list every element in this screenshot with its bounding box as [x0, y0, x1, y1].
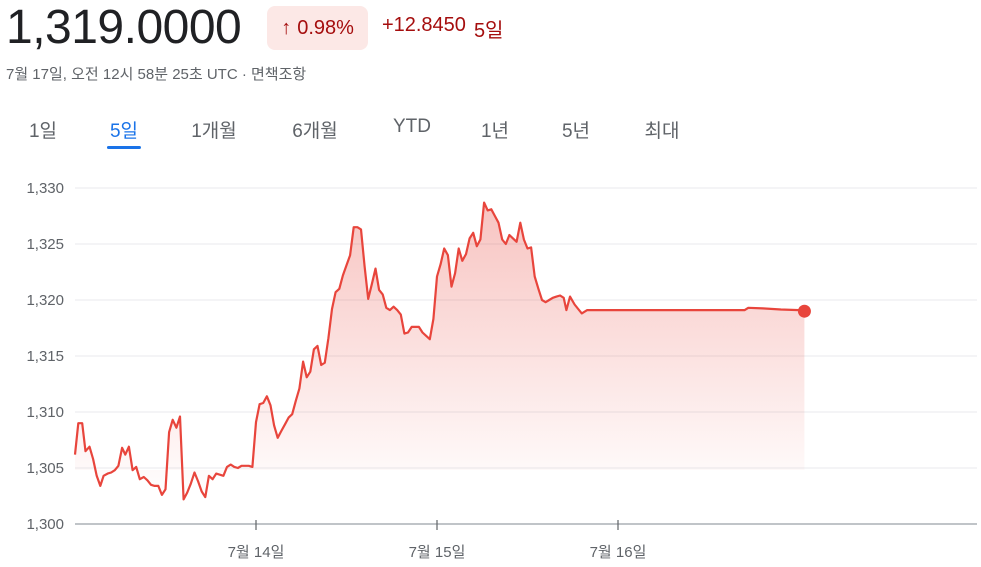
tab-max[interactable]: 최대 [644, 121, 680, 142]
change-absolute: +12.8450 [381, 13, 466, 36]
y-tick-label: 1,325 [26, 236, 64, 253]
x-tick-label: 7월 16일 [590, 544, 647, 561]
y-axis: 1,300 1,305 1,310 1,315 1,320 1,325 1,330 [26, 180, 64, 533]
y-tick-label: 1,300 [26, 516, 64, 533]
tab-1y[interactable]: 1년 [480, 121, 510, 142]
x-tick-label: 7월 15일 [409, 544, 466, 561]
y-tick-label: 1,330 [26, 180, 64, 197]
tab-5d[interactable]: 5일 [106, 116, 142, 149]
price-line [73, 201, 805, 501]
price-area-fill [75, 202, 805, 500]
change-period: 5일 [473, 19, 504, 42]
change-percent-badge: ↑ 0.98% [267, 6, 368, 50]
current-price: 1,319.0000 [6, 1, 242, 54]
timestamp-disclaimer[interactable]: 7월 17일, 오전 12시 58분 25초 UTC · 면책조항 [6, 66, 307, 83]
tab-5y[interactable]: 5년 [561, 121, 591, 142]
tab-ytd[interactable]: YTD [393, 116, 431, 137]
tab-1d[interactable]: 1일 [28, 121, 58, 142]
y-tick-label: 1,315 [26, 348, 64, 365]
x-axis: 7월 14일 7월 15일 7월 16일 [228, 520, 647, 561]
tab-6m[interactable]: 6개월 [292, 121, 338, 142]
change-summary: +12.8450 5일 [382, 14, 504, 43]
tab-1m[interactable]: 1개월 [191, 121, 237, 142]
quote-header: 1,319.0000 ↑ 0.98% +12.8450 5일 [6, 0, 503, 56]
x-tick-label: 7월 14일 [228, 544, 285, 561]
y-tick-label: 1,310 [26, 404, 64, 421]
current-price-point [797, 304, 811, 318]
y-tick-label: 1,305 [26, 460, 64, 477]
y-tick-label: 1,320 [26, 292, 64, 309]
change-percent: 0.98% [297, 16, 354, 39]
arrow-up-icon: ↑ [281, 16, 292, 39]
